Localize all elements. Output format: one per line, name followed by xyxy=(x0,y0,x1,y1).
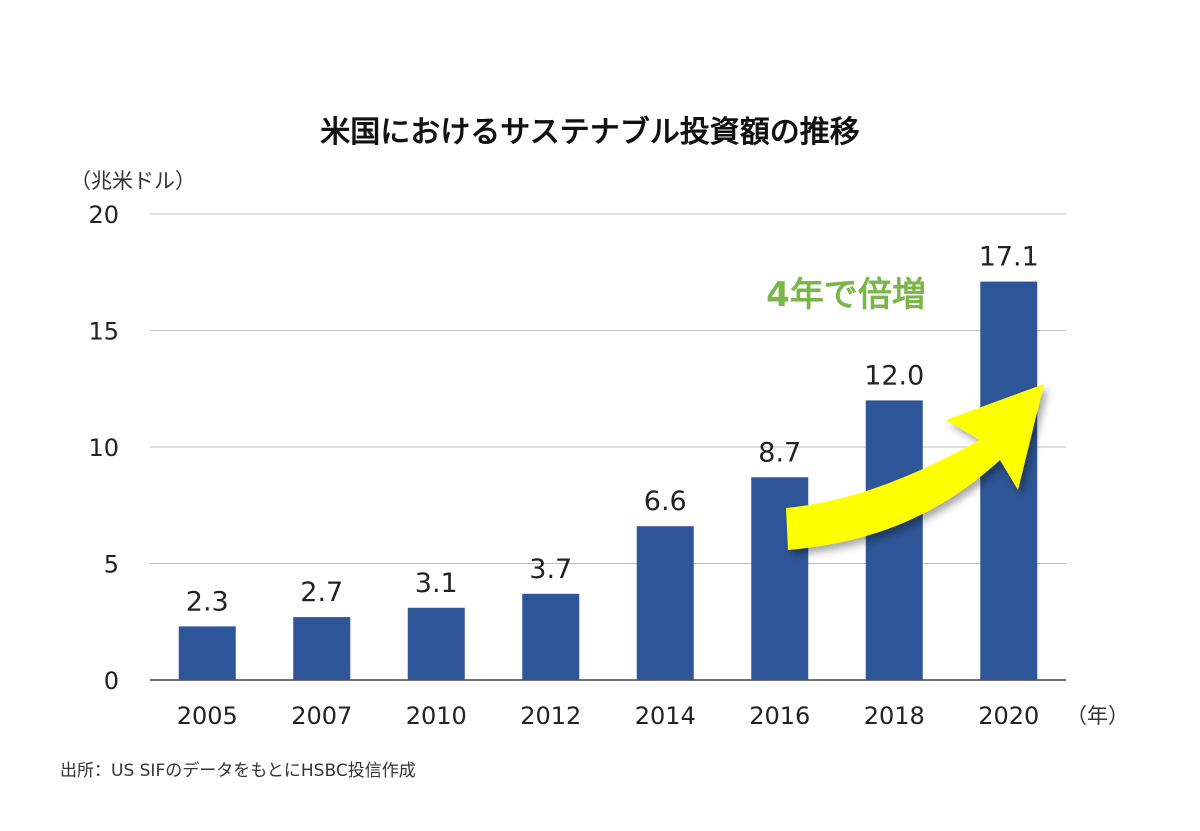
data-label: 2.7 xyxy=(300,577,343,608)
y-tick-label: 0 xyxy=(104,667,119,695)
data-label: 6.6 xyxy=(644,486,687,517)
y-tick-label: 5 xyxy=(104,551,119,579)
data-label: 17.1 xyxy=(979,242,1039,273)
data-labels: 2.3 2.7 3.1 3.7 6.6 8.7 12.0 17.1 xyxy=(186,242,1039,618)
source-note: 出所：US SIFのデータをもとにHSBC投信作成 xyxy=(60,760,416,781)
data-label: 2.3 xyxy=(186,586,229,617)
x-axis-unit: （年） xyxy=(1066,704,1129,728)
bar-2012 xyxy=(522,593,580,680)
x-tick-label: 2012 xyxy=(520,702,581,730)
growth-arrow-layer xyxy=(786,384,1044,550)
y-tick-label: 10 xyxy=(88,434,119,462)
data-label: 3.1 xyxy=(415,568,458,599)
data-label: 8.7 xyxy=(758,437,801,468)
chart-title: 米国におけるサステナブル投資額の推移 xyxy=(320,115,859,150)
data-label: 3.7 xyxy=(529,554,572,585)
x-tick-label: 2018 xyxy=(864,702,925,730)
bar-2018 xyxy=(865,400,923,680)
bar-2020 xyxy=(980,281,1038,680)
y-axis-unit: （兆米ドル） xyxy=(70,169,196,193)
growth-arrow xyxy=(786,384,1044,550)
bars xyxy=(178,281,1038,680)
data-label: 12.0 xyxy=(864,360,924,391)
bar-2010 xyxy=(407,607,465,680)
y-tick-label: 20 xyxy=(88,201,119,229)
x-tick-label: 2016 xyxy=(749,702,810,730)
x-tick-label: 2005 xyxy=(177,702,238,730)
x-tick-label: 2010 xyxy=(406,702,467,730)
y-tick-label: 15 xyxy=(88,318,119,346)
x-tick-label: 2014 xyxy=(635,702,696,730)
bar-2014 xyxy=(636,526,694,680)
x-tick-label: 2020 xyxy=(978,702,1039,730)
bar-2007 xyxy=(293,617,351,680)
growth-annotation: 4年で倍増 xyxy=(766,275,926,315)
y-tick-labels: 0 5 10 15 20 xyxy=(88,201,119,695)
bar-2005 xyxy=(178,626,236,680)
x-tick-label: 2007 xyxy=(291,702,352,730)
gridlines xyxy=(150,213,1066,681)
x-tick-labels: 2005 2007 2010 2012 2014 2016 2018 2020 xyxy=(177,702,1040,730)
